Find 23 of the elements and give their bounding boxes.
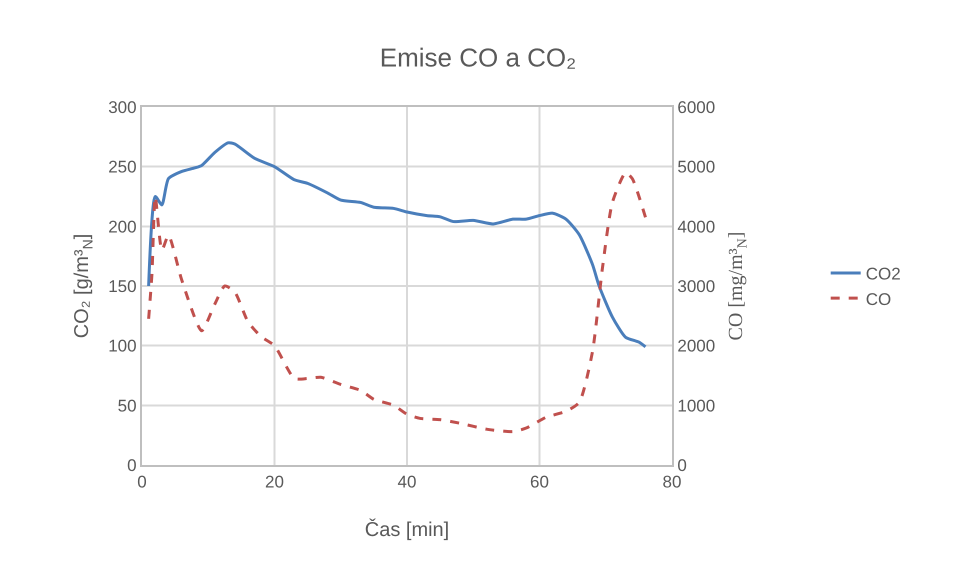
y-tick-label: 150	[108, 276, 137, 296]
y-tick-label: 300	[108, 98, 137, 117]
y2-tick-label: 5000	[677, 158, 716, 177]
y2-tick-label: 3000	[677, 276, 716, 296]
y2-tick-label: 6000	[677, 98, 716, 117]
y2-tick-label: 1000	[677, 396, 716, 416]
y-tick-label: 250	[108, 158, 137, 177]
x-tick-label: 40	[398, 472, 416, 492]
x-tick-label: 20	[265, 472, 284, 492]
line-series	[147, 141, 647, 348]
y2-tick-label: 2000	[677, 336, 716, 356]
legend-label: CO	[866, 290, 892, 309]
y-tick-label: 0	[127, 456, 137, 475]
y2-tick-label: 0	[677, 456, 687, 475]
legend-label: CO2	[866, 264, 901, 284]
y-tick-label: 200	[108, 217, 137, 236]
x-axis-title: Čas [min]	[364, 518, 450, 541]
x-tick-label: 80	[662, 472, 682, 492]
chart-title: Emise CO a CO₂	[380, 42, 576, 73]
x-tick-label: 60	[530, 472, 549, 492]
y2-tick-label: 4000	[677, 217, 716, 236]
y-tick-label: 100	[108, 336, 137, 356]
y-tick-label: 50	[118, 396, 137, 416]
